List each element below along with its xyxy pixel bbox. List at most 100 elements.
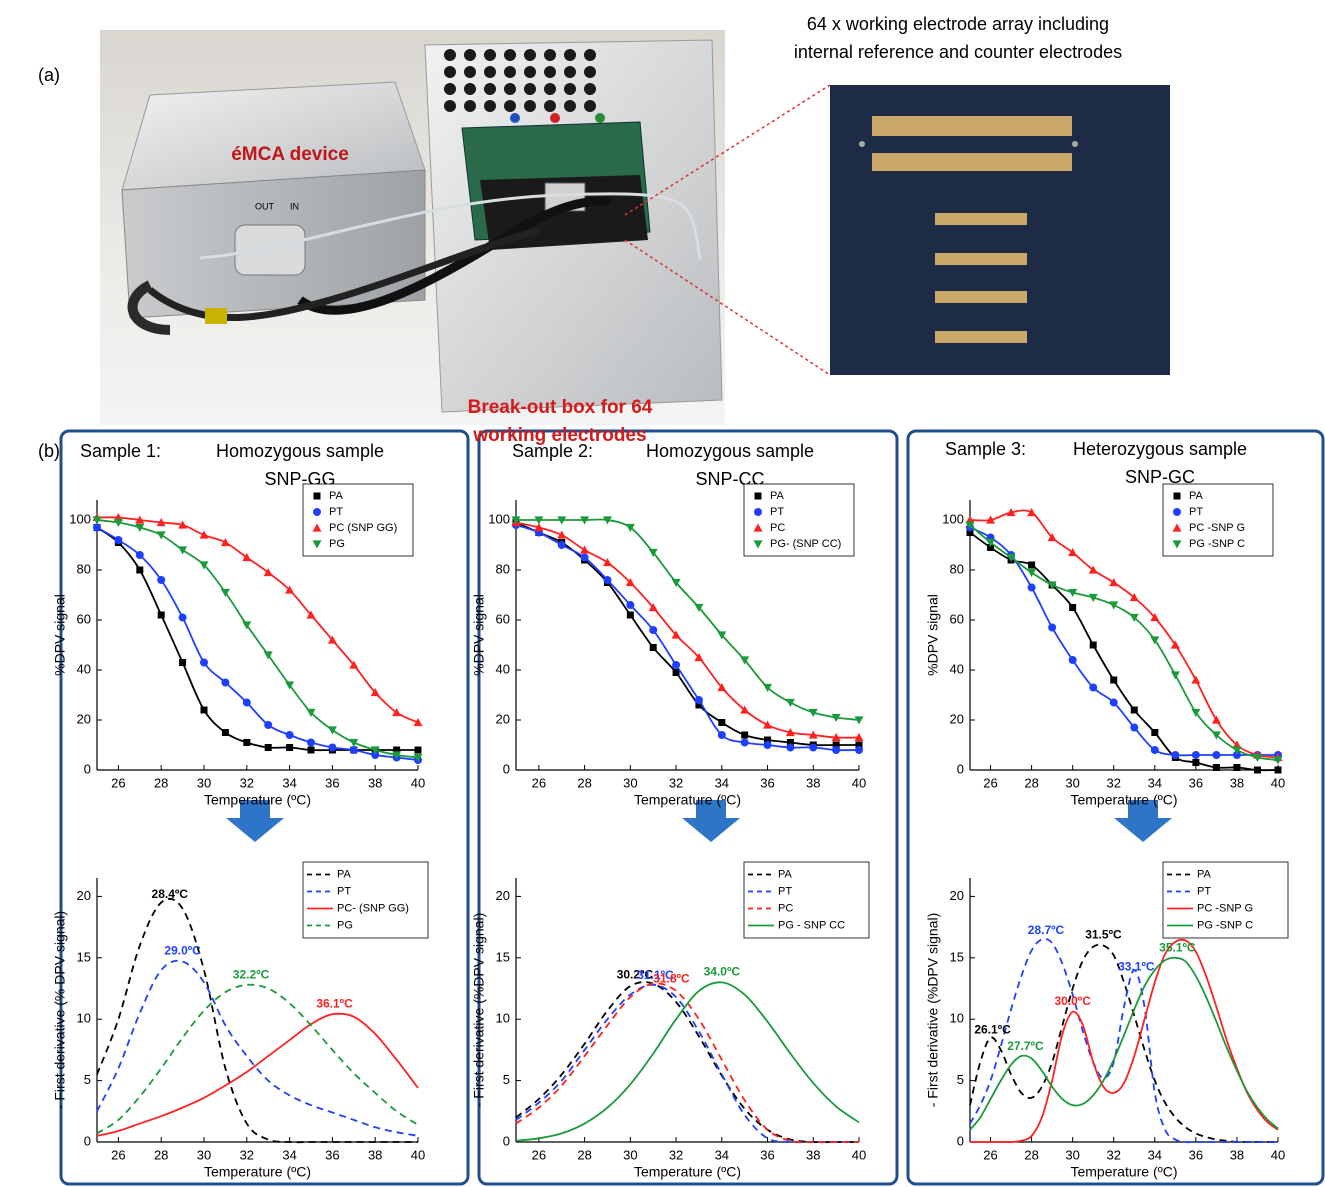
legend-label: PA [1189,490,1204,502]
panel-label: (a) [38,65,60,85]
marker [580,545,590,554]
curve [96,1012,419,1137]
x-tick-label: 30 [623,775,637,790]
x-tick-label: 40 [852,1147,866,1162]
marker [763,683,773,692]
marker [740,705,750,714]
legend-marker [1172,523,1182,532]
x-tick-label: 34 [1148,1147,1162,1162]
y-tick-label: 20 [950,711,964,726]
y-tick-label: 20 [496,888,510,903]
marker [1068,656,1077,664]
legend-label: PT [337,885,351,897]
x-tick-label: 34 [715,775,729,790]
marker [1129,593,1139,602]
annotation: 27.7ºC [1007,1039,1044,1053]
device-label: éMCA device [231,144,349,165]
annotation: 29.0ºC [164,944,201,958]
marker [987,544,995,551]
marker [200,658,208,667]
x-tick-label: 36 [1189,1147,1203,1162]
marker [1191,675,1201,684]
marker [285,681,295,690]
x-axis-title: Temperature (ºC) [634,792,741,808]
marker [392,751,402,760]
marker [1232,746,1242,755]
marker [786,739,794,746]
marker [625,578,635,587]
annotation: 31.8ºC [653,972,690,986]
marker [1006,553,1016,562]
x-axis-title: Temperature (ºC) [1070,1164,1177,1180]
annotation: 26.1ºC [974,1022,1011,1036]
marker [327,635,337,644]
y-tick-label: 0 [84,761,91,776]
x-tick-label: 36 [760,775,774,790]
x-tick-label: 38 [806,775,820,790]
marker [764,736,772,744]
curve [969,524,1279,761]
marker [672,661,681,669]
box-label: working electrodes [472,425,646,446]
x-tick-label: 28 [154,1147,168,1162]
x-tick-label: 38 [806,1147,820,1162]
legend-label: PC -SNP G [1189,522,1245,534]
marker [1171,751,1180,759]
legend-label: PC- (SNP GG) [337,902,409,914]
marker [135,523,145,532]
box-label: Break-out box for 64 [468,397,653,418]
marker [306,610,316,619]
marker [178,520,188,529]
curve [969,526,1278,757]
legend-label: PG [329,538,345,550]
legend-box [743,483,855,557]
x-tick-label: 26 [532,1147,546,1162]
marker [92,516,102,525]
marker [307,738,315,747]
legend-label: PC -SNP G [1197,902,1253,914]
y-tick-label: 80 [950,561,964,576]
legend-box [302,861,429,939]
y-tick-label: 40 [950,661,964,676]
marker [135,515,145,524]
x-tick-label: 32 [1106,1147,1120,1162]
marker [199,561,209,570]
marker [157,611,165,619]
y-tick-label: 0 [957,1133,964,1148]
marker [1028,561,1036,569]
marker [93,523,101,532]
marker [1170,671,1180,680]
marker [1089,683,1098,692]
marker [808,730,818,739]
x-tick-label: 38 [368,775,382,790]
marker [855,746,863,754]
y-tick-label: 60 [496,611,510,626]
legend-marker [313,492,321,500]
marker [1211,731,1221,740]
marker [1170,640,1180,649]
legend-label: PA [337,868,352,880]
marker [717,683,727,692]
x-tick-label: 30 [197,1147,211,1162]
x-tick-label: 32 [669,1147,683,1162]
svg-text:IN: IN [290,201,299,211]
marker [648,548,658,557]
marker [135,551,144,559]
y-axis-title: - First derivative (%DPV signal) [925,913,941,1108]
legend-marker [312,523,322,532]
marker [1088,593,1098,602]
marker [242,698,251,707]
curve [96,526,418,752]
legend-label: PA [329,490,344,502]
x-tick-label: 28 [1024,1147,1038,1162]
chip-image [624,84,1170,376]
marker [263,651,273,660]
legend-label: PT [770,506,784,518]
marker [136,566,144,574]
marker [854,716,864,725]
marker [1233,764,1241,771]
marker [199,530,209,539]
marker [1068,588,1078,597]
marker [349,660,359,669]
y-tick-label: 60 [950,611,964,626]
